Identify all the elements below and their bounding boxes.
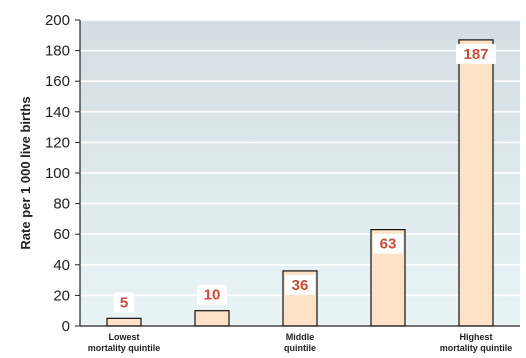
y-tick-label: 140 (45, 104, 70, 121)
y-tick-label: 100 (45, 165, 70, 182)
x-category-label: Highest (459, 332, 492, 342)
y-tick-label: 60 (53, 226, 70, 243)
data-label: 187 (463, 46, 488, 63)
y-tick-label: 180 (45, 43, 70, 60)
bar (194, 310, 230, 327)
y-tick-label: 200 (45, 12, 70, 29)
y-tick-label: 20 (53, 287, 70, 304)
gridlines (80, 19, 520, 297)
y-axis-ticks: 0 20 40 60 80 100 120 140 160 180 200 (45, 12, 80, 335)
bar (458, 39, 494, 327)
x-category-label: quintile (284, 343, 316, 353)
data-label: 10 (204, 287, 221, 304)
data-labels: 5 10 36 63 187 (114, 43, 496, 313)
data-label: 63 (380, 236, 397, 253)
data-label-box (114, 292, 134, 313)
x-category-label: Lowest (108, 332, 139, 342)
y-tick-label: 120 (45, 134, 70, 151)
data-label-box (373, 233, 403, 254)
data-label: 36 (292, 277, 309, 294)
x-category-label: mortality quintile (88, 343, 161, 353)
y-tick-label: 80 (53, 196, 70, 213)
y-tick-label: 0 (62, 318, 70, 335)
y-tick-label: 40 (53, 257, 70, 274)
data-label-box (456, 43, 496, 64)
data-label-box (197, 284, 227, 305)
y-tick-label: 160 (45, 73, 70, 90)
x-category-label: mortality quintile (440, 343, 513, 353)
bar (106, 317, 142, 327)
data-label: 5 (120, 294, 128, 311)
x-category-label: Middle (286, 332, 315, 342)
y-axis-title: Rate per 1 000 live births (18, 96, 33, 249)
data-label-box (285, 274, 315, 295)
